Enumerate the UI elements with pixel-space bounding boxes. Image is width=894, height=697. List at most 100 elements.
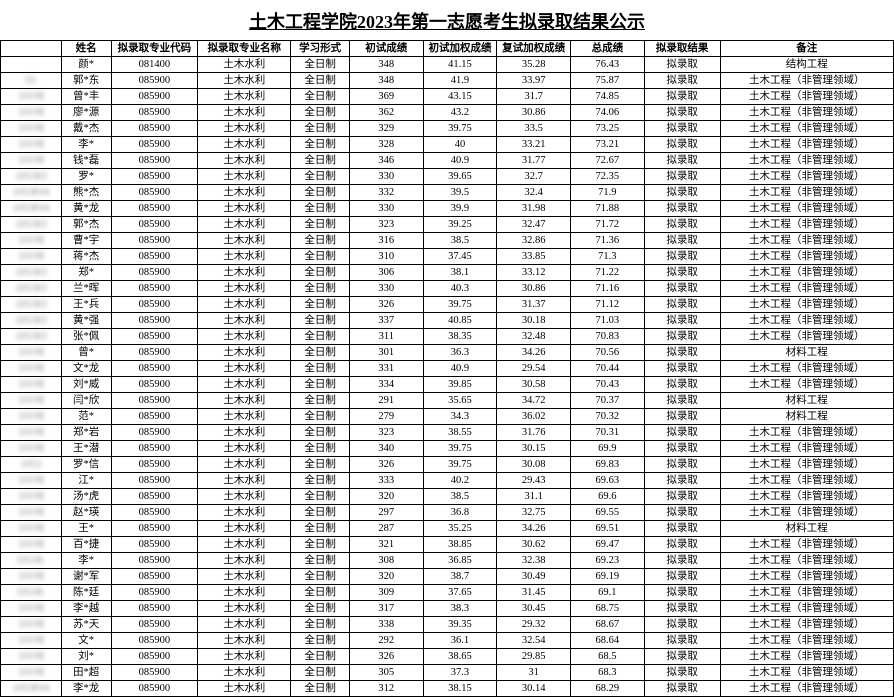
col-header: 拟录取专业代码 — [111, 41, 198, 57]
cell-score1: 309 — [349, 585, 423, 601]
cell-id: 10538 — [1, 441, 62, 457]
cell-study: 全日制 — [291, 521, 350, 537]
cell-study: 全日制 — [291, 377, 350, 393]
table-row: 10538曾*丰085900土木水利全日制36943.1531.774.85拟录… — [1, 89, 894, 105]
cell-remark: 土木工程（非管理领域） — [720, 153, 893, 169]
cell-score1: 323 — [349, 425, 423, 441]
cell-id: 10538. — [1, 553, 62, 569]
cell-id: 1053 — [1, 457, 62, 473]
cell-remark: 土木工程（非管理领域） — [720, 105, 893, 121]
cell-remark: 土木工程（非管理领域） — [720, 249, 893, 265]
cell-score2: 39.35 — [423, 617, 497, 633]
cell-major-code: 085900 — [111, 409, 198, 425]
cell-remark: 土木工程（非管理领域） — [720, 185, 893, 201]
cell-major-name: 土木水利 — [198, 505, 291, 521]
cell-major-code: 085900 — [111, 201, 198, 217]
cell-score3: 32.47 — [497, 217, 571, 233]
cell-score1: 346 — [349, 153, 423, 169]
cell-score2: 40.85 — [423, 313, 497, 329]
cell-id: 105383 — [1, 329, 62, 345]
cell-result: 拟录取 — [644, 217, 720, 233]
cell-name: 文* — [61, 633, 111, 649]
cell-name: 陈*廷 — [61, 585, 111, 601]
cell-remark: 土木工程（非管理领域） — [720, 89, 893, 105]
cell-total: 69.19 — [570, 569, 644, 585]
cell-id: 10538 — [1, 137, 62, 153]
cell-score1: 338 — [349, 617, 423, 633]
cell-study: 全日制 — [291, 105, 350, 121]
cell-major-name: 土木水利 — [198, 105, 291, 121]
cell-remark: 土木工程（非管理领域） — [720, 633, 893, 649]
cell-major-code: 085900 — [111, 73, 198, 89]
cell-id: 10538 — [1, 473, 62, 489]
cell-total: 69.63 — [570, 473, 644, 489]
cell-result: 拟录取 — [644, 89, 720, 105]
cell-result: 拟录取 — [644, 377, 720, 393]
cell-score2: 39.9 — [423, 201, 497, 217]
cell-total: 70.37 — [570, 393, 644, 409]
cell-study: 全日制 — [291, 313, 350, 329]
cell-id: 10538. — [1, 585, 62, 601]
cell-score2: 40.3 — [423, 281, 497, 297]
table-row: 105383王*兵085900土木水利全日制32639.7531.3771.12… — [1, 297, 894, 313]
cell-score3: 33.12 — [497, 265, 571, 281]
table-row: 10538李*085900土木水利全日制3284033.2173.21拟录取土木… — [1, 137, 894, 153]
cell-score3: 32.75 — [497, 505, 571, 521]
cell-name: 曾*丰 — [61, 89, 111, 105]
cell-total: 71.12 — [570, 297, 644, 313]
table-row: 105383黄*强085900土木水利全日制33740.8530.1871.03… — [1, 313, 894, 329]
col-header: 复试加权成绩 — [497, 41, 571, 57]
cell-score2: 35.25 — [423, 521, 497, 537]
cell-name: 汤*虎 — [61, 489, 111, 505]
cell-remark: 材料工程 — [720, 409, 893, 425]
cell-score1: 291 — [349, 393, 423, 409]
cell-study: 全日制 — [291, 265, 350, 281]
table-row: 1053834熊*杰085900土木水利全日制33239.532.471.9拟录… — [1, 185, 894, 201]
cell-score2: 38.65 — [423, 649, 497, 665]
cell-name: 郭*杰 — [61, 217, 111, 233]
cell-id: 10538 — [1, 489, 62, 505]
cell-total: 71.03 — [570, 313, 644, 329]
cell-total: 68.67 — [570, 617, 644, 633]
cell-score2: 36.85 — [423, 553, 497, 569]
cell-total: 69.47 — [570, 537, 644, 553]
cell-score2: 39.5 — [423, 185, 497, 201]
cell-id: 105383 — [1, 297, 62, 313]
cell-major-code: 085900 — [111, 169, 198, 185]
cell-score3: 32.54 — [497, 633, 571, 649]
cell-score1: 348 — [349, 73, 423, 89]
cell-major-code: 085900 — [111, 553, 198, 569]
cell-score3: 31.1 — [497, 489, 571, 505]
cell-result: 拟录取 — [644, 249, 720, 265]
cell-remark: 结构工程 — [720, 57, 893, 73]
table-row: 10538汤*虎085900土木水利全日制32038.531.169.6拟录取土… — [1, 489, 894, 505]
cell-major-code: 085900 — [111, 105, 198, 121]
cell-major-code: 085900 — [111, 505, 198, 521]
cell-major-code: 085900 — [111, 617, 198, 633]
cell-name: 闫*欣 — [61, 393, 111, 409]
cell-score1: 320 — [349, 489, 423, 505]
cell-total: 69.55 — [570, 505, 644, 521]
cell-id: 10538 — [1, 617, 62, 633]
cell-result: 拟录取 — [644, 169, 720, 185]
cell-major-code: 085900 — [111, 473, 198, 489]
cell-score2: 38.15 — [423, 681, 497, 697]
cell-major-name: 土木水利 — [198, 489, 291, 505]
cell-score1: 312 — [349, 681, 423, 697]
cell-study: 全日制 — [291, 441, 350, 457]
cell-name: 文*龙 — [61, 361, 111, 377]
cell-major-name: 土木水利 — [198, 345, 291, 361]
cell-score1: 297 — [349, 505, 423, 521]
cell-score1: 362 — [349, 105, 423, 121]
cell-study: 全日制 — [291, 665, 350, 681]
table-row: 10538.李*085900土木水利全日制30836.8532.3869.23拟… — [1, 553, 894, 569]
cell-result: 拟录取 — [644, 393, 720, 409]
cell-major-code: 085900 — [111, 585, 198, 601]
cell-name: 郑* — [61, 265, 111, 281]
cell-result: 拟录取 — [644, 185, 720, 201]
cell-result: 拟录取 — [644, 665, 720, 681]
cell-score1: 310 — [349, 249, 423, 265]
cell-major-code: 085900 — [111, 217, 198, 233]
cell-score1: 305 — [349, 665, 423, 681]
cell-score2: 37.3 — [423, 665, 497, 681]
